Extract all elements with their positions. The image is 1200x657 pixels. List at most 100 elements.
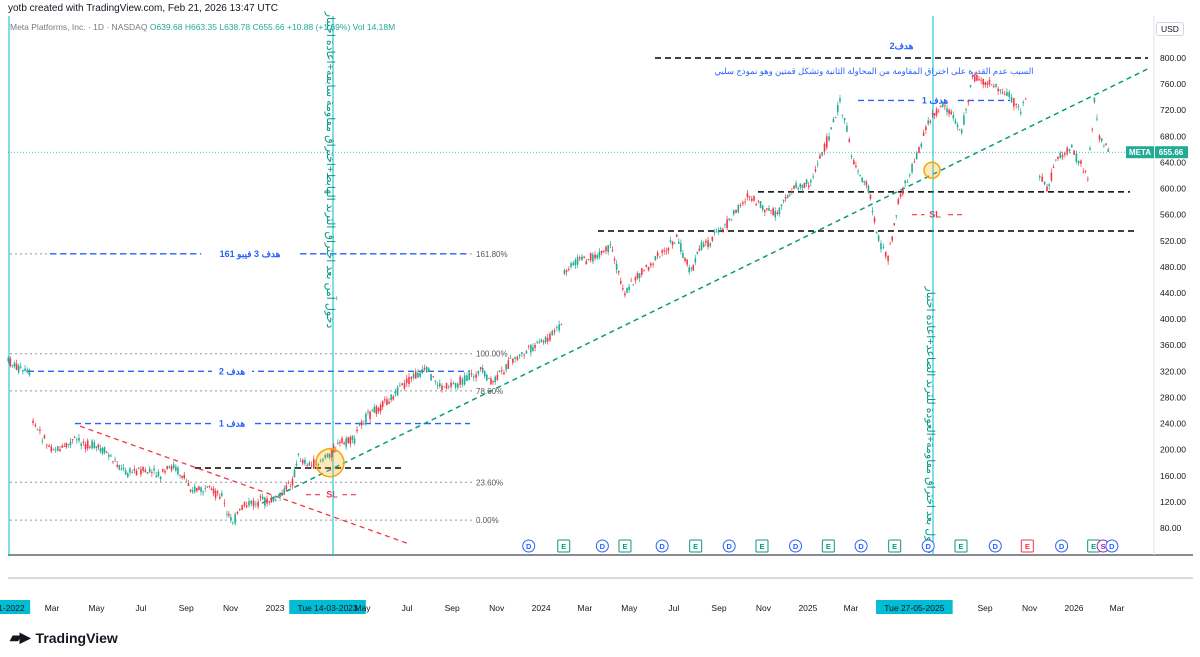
candle-body xyxy=(1001,92,1004,94)
candle-body xyxy=(107,454,110,457)
candle-body xyxy=(605,246,607,252)
candle-body xyxy=(212,488,215,494)
candle-body xyxy=(937,111,940,113)
candle-body xyxy=(1008,92,1011,98)
candle-body xyxy=(778,207,781,215)
x-tick-label: Tue 14-03-2023 xyxy=(297,603,357,613)
candle-body xyxy=(1046,186,1048,192)
candle-body xyxy=(690,267,693,269)
candle-body xyxy=(463,375,466,385)
candle-body xyxy=(425,366,428,373)
candle-body xyxy=(103,447,106,453)
candle-body xyxy=(1087,178,1089,180)
x-tick-label: Tue 27-05-2025 xyxy=(884,603,944,613)
x-tick-label: May xyxy=(355,603,372,613)
candle-body xyxy=(911,164,913,173)
y-tick-label: 760.00 xyxy=(1160,79,1186,89)
candle-body xyxy=(986,82,989,85)
candle-body xyxy=(692,264,695,271)
candle-body xyxy=(421,369,424,374)
candle-body xyxy=(401,383,403,386)
candle-body xyxy=(705,240,707,243)
candle-body xyxy=(746,193,749,198)
x-tick-highlight xyxy=(876,600,953,614)
candle-body xyxy=(1052,166,1055,168)
entry-circle-2 xyxy=(923,161,941,180)
candle-body xyxy=(661,250,663,253)
candle-body xyxy=(682,252,684,259)
y-tick-label: 600.00 xyxy=(1160,184,1186,194)
dividend-marker xyxy=(1105,539,1119,553)
level-label: SL xyxy=(929,210,941,220)
candle-body xyxy=(1050,172,1053,181)
candle-body xyxy=(636,273,639,279)
candle-body xyxy=(680,243,682,252)
candle-body xyxy=(48,445,50,447)
candle-body xyxy=(735,209,737,213)
candle-body xyxy=(80,443,82,446)
candle-body xyxy=(490,378,492,385)
candle-body xyxy=(711,236,714,241)
earnings-marker xyxy=(557,539,571,553)
candle-body xyxy=(556,327,558,328)
low-value: L638.78 xyxy=(219,22,251,32)
x-tick-label: Mar xyxy=(45,603,60,613)
candle-body xyxy=(895,215,898,217)
candle-body xyxy=(488,377,490,379)
candle-body xyxy=(887,255,889,262)
candle-body xyxy=(576,257,579,265)
candle-body xyxy=(52,449,55,451)
candle-body xyxy=(1080,160,1082,164)
candle-body xyxy=(238,509,241,511)
candle-body xyxy=(665,251,668,253)
candle-body xyxy=(1054,159,1057,161)
candle-body xyxy=(144,469,147,472)
price-axis: 80.00 120.00 160.00 200.00 240.00 280.00 320.0… xyxy=(1160,53,1186,533)
candle-body xyxy=(196,488,198,491)
candle-body xyxy=(511,358,514,363)
earnings-marker xyxy=(821,539,835,553)
candle-body xyxy=(863,180,866,183)
candle-body xyxy=(542,341,545,343)
fib-label: 23.60% xyxy=(476,478,503,487)
candle-body xyxy=(622,287,624,290)
candle-body xyxy=(403,383,406,389)
candle-body xyxy=(572,262,575,265)
candle-body xyxy=(337,442,339,444)
candle-body xyxy=(324,454,327,459)
chart-grid xyxy=(8,16,1193,579)
candle-body xyxy=(549,333,551,341)
candle-body xyxy=(965,109,967,111)
candle-body xyxy=(922,132,925,136)
fib-label: 161.80% xyxy=(476,250,508,259)
candle-body xyxy=(719,228,722,230)
candle-body xyxy=(565,270,568,272)
candle-body xyxy=(652,263,654,265)
candle-body xyxy=(13,362,16,367)
event-label: S xyxy=(1101,542,1106,551)
candle-body xyxy=(218,496,221,499)
candle-body xyxy=(341,437,343,443)
candle-body xyxy=(789,194,791,196)
candle-body xyxy=(715,231,718,233)
y-tick-label: 200.00 xyxy=(1160,445,1186,455)
candle-body xyxy=(807,185,810,188)
candle-body xyxy=(859,174,861,176)
candle-body xyxy=(1017,106,1020,107)
candle-body xyxy=(436,384,439,386)
candle-body xyxy=(7,357,10,362)
candle-body xyxy=(774,211,777,218)
event-label: D xyxy=(925,542,931,551)
candle-body xyxy=(560,324,563,325)
candle-body xyxy=(696,251,699,254)
candle-body xyxy=(91,440,93,449)
candle-body xyxy=(570,263,572,267)
y-tick-label: 240.00 xyxy=(1160,419,1186,429)
currency-button[interactable]: USD xyxy=(1156,22,1184,36)
candle-body xyxy=(371,410,373,412)
candle-body xyxy=(277,496,279,498)
candle-body xyxy=(187,482,190,486)
candle-body xyxy=(814,169,817,172)
candle-body xyxy=(65,442,68,448)
